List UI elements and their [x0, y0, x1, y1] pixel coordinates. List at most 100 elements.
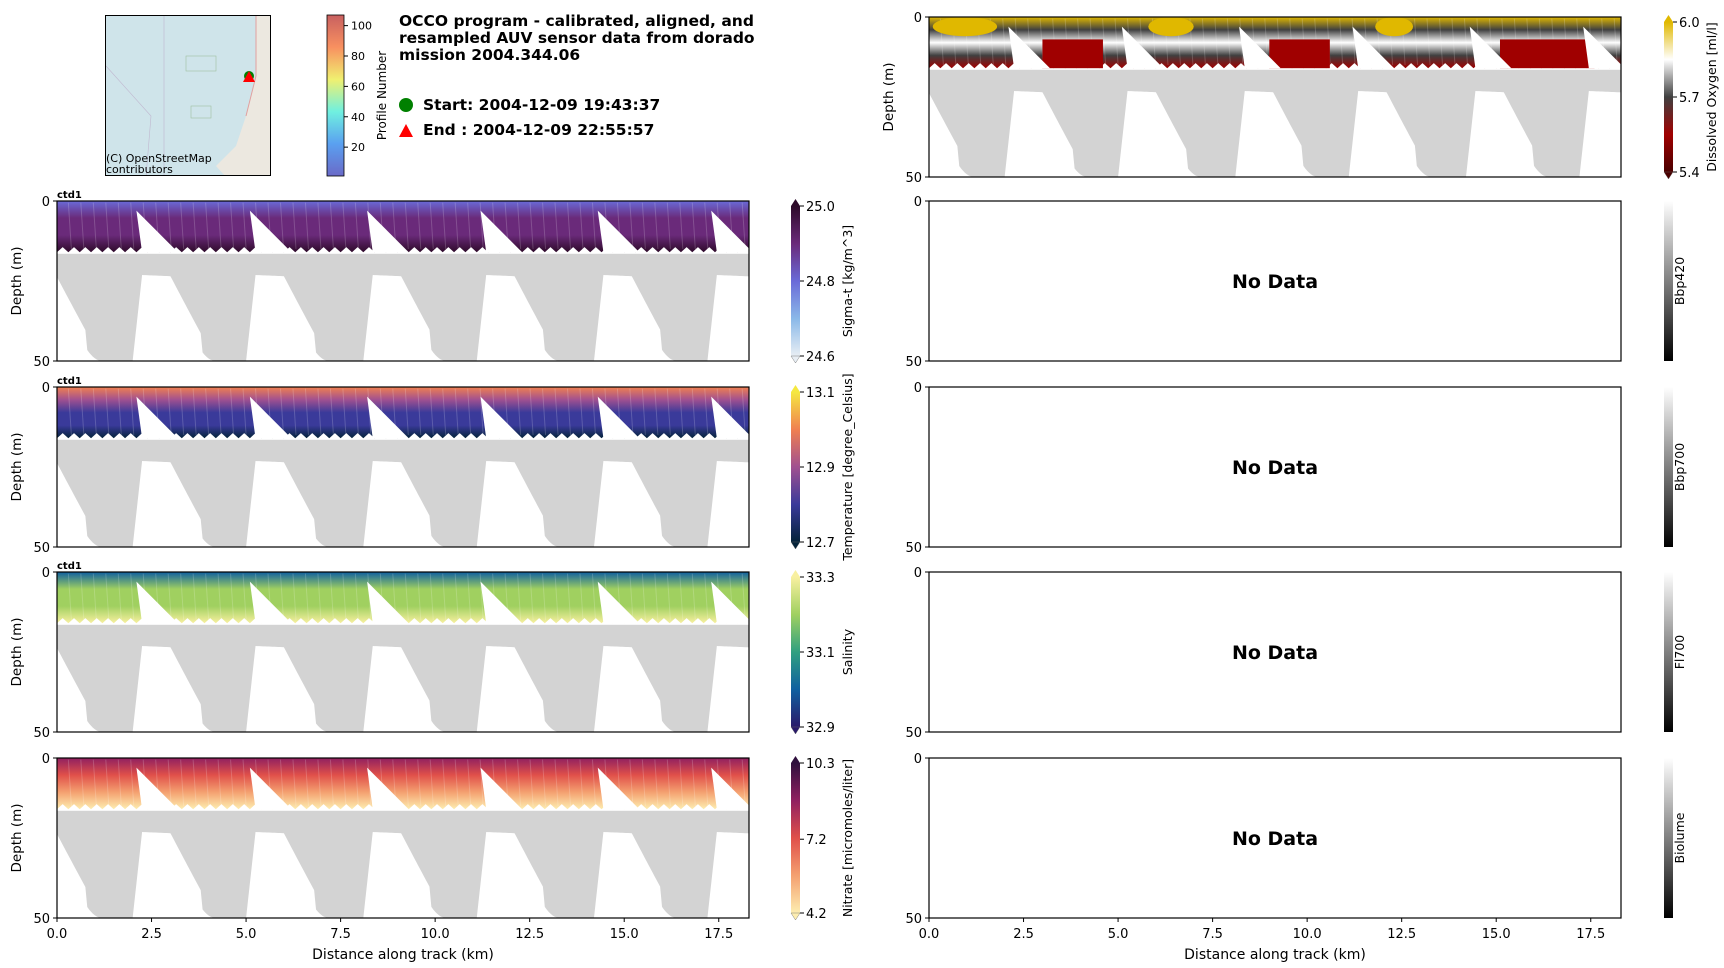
no-data-wedge: [480, 581, 523, 624]
no-data-wedge: [367, 767, 409, 810]
profile-trace: [329, 388, 334, 436]
profile-trace: [467, 573, 472, 621]
no-data-wedge: [136, 396, 179, 439]
no-data-wedge: [711, 396, 753, 439]
x-axis-right: 0.0 2.5 5.0 7.5 10.0 12.5 15.0 17.5 Distance alo…: [919, 918, 1605, 963]
colorbar-label: Bbp700: [1672, 443, 1687, 491]
panel-biolume: No Data Biolume 0 50: [905, 752, 1687, 927]
profile-trace: [542, 388, 547, 436]
profile-trace: [217, 388, 222, 436]
profile-trace: [1102, 18, 1107, 66]
x-tick-label: 10.0: [421, 927, 450, 942]
profile-trace: [1351, 18, 1356, 66]
profile-trace: [117, 759, 122, 807]
panel-sigma: 25.0 24.8 24.6 Sigma-t [kg/m^3] ctd1 0 50 Depth…: [9, 190, 855, 370]
profile-trace: [92, 759, 97, 807]
profile-trace: [105, 573, 110, 621]
profile-trace: [105, 759, 110, 807]
profile-trace: [691, 759, 696, 807]
axes-frame: [928, 571, 1622, 733]
colorbar-extend-max: [791, 756, 800, 763]
profile-trace: [192, 759, 197, 807]
profile-trace: [704, 202, 709, 250]
profile-trace: [566, 202, 572, 250]
profile-trace: [317, 573, 322, 621]
profile-trace: [679, 759, 684, 807]
bathymetry: [57, 812, 749, 918]
profile-trace: [1114, 18, 1119, 66]
profile-trace: [1414, 18, 1419, 66]
profile-trace: [741, 388, 746, 436]
profile-trace: [230, 573, 235, 621]
colorbar-temperature: [791, 392, 800, 542]
no-data-wedge: [711, 210, 753, 253]
profile-trace: [242, 759, 247, 807]
no-data-wedge: [1121, 26, 1164, 69]
profile-trace: [654, 573, 659, 621]
colorbar-tick-label: 24.6: [806, 350, 835, 365]
profile-trace: [691, 202, 696, 250]
profile-trace: [517, 759, 522, 807]
profile-trace: [579, 759, 584, 807]
colorbar-label: Bbp420: [1672, 257, 1687, 305]
profile-trace: [205, 388, 210, 436]
profile-trace: [317, 202, 322, 250]
profile-trace: [67, 759, 72, 807]
colorbar-label: Salinity: [840, 628, 855, 675]
profile-trace: [454, 573, 459, 621]
no-data-wedge: [1352, 26, 1395, 69]
y-axis-label: Depth (m): [881, 62, 897, 131]
profile-trace: [442, 202, 447, 250]
no-data-wedge: [480, 210, 523, 253]
colorbar-biolume: [1664, 758, 1673, 918]
profile-trace: [192, 388, 197, 436]
profile-trace: [591, 573, 596, 621]
profile-trace: [80, 759, 85, 807]
profile-trace: [554, 573, 559, 621]
profile-trace: [666, 759, 671, 807]
profile-trace: [629, 202, 634, 250]
colorbar-tick-label: 12.9: [806, 461, 835, 476]
y-tick-label: 0: [42, 566, 50, 581]
profile-trace: [1214, 18, 1219, 66]
colorbar-tick-label: 12.7: [806, 536, 835, 551]
profile-trace: [417, 202, 422, 250]
profile-trace: [529, 388, 534, 436]
profile-trace: [467, 202, 472, 250]
profile-colorbar-label: Profile Number: [375, 51, 389, 140]
axes-frame: [56, 386, 750, 548]
profile-trace: [629, 573, 634, 621]
panel-bbp700: No Data Bbp700 0 50: [905, 381, 1687, 556]
profile-trace: [629, 388, 634, 436]
profile-trace: [542, 202, 547, 250]
y-tick-label: 0: [914, 195, 922, 210]
profile-trace: [479, 388, 484, 436]
profile-trace: [217, 573, 222, 621]
bathymetry: [57, 255, 749, 361]
no-data-wedge: [367, 396, 409, 439]
profile-trace: [329, 573, 334, 621]
profile-trace: [130, 202, 135, 250]
profile-trace: [217, 202, 222, 250]
profile-trace: [542, 573, 547, 621]
profile-trace: [417, 759, 422, 807]
source-label: ctd1: [57, 190, 82, 201]
profile-trace: [67, 202, 72, 250]
no-data-label: No Data: [1232, 271, 1318, 293]
profile-trace: [167, 388, 172, 436]
colorbar-extend-max: [791, 570, 800, 577]
no-data-wedge: [711, 581, 753, 624]
start-label: Start: 2004-12-09 19:43:37: [423, 96, 661, 114]
colorbar-tick-label: 33.3: [806, 571, 835, 586]
profile-trace: [1451, 18, 1456, 66]
colorbar-tick-label: 24.8: [806, 275, 835, 290]
profile-colorbar-tick-label: 60: [351, 80, 365, 93]
x-tick-label: 7.5: [1202, 927, 1223, 942]
profile-trace: [454, 202, 459, 250]
start-legend: Start: 2004-12-09 19:43:37: [399, 96, 660, 114]
colorbar-tick-label: 25.0: [806, 200, 835, 215]
profile-trace: [1201, 18, 1206, 66]
y-axis-label: Depth (m): [9, 246, 25, 315]
profile-trace: [566, 759, 572, 807]
colorbar-label: Sigma-t [kg/m^3]: [840, 225, 855, 337]
